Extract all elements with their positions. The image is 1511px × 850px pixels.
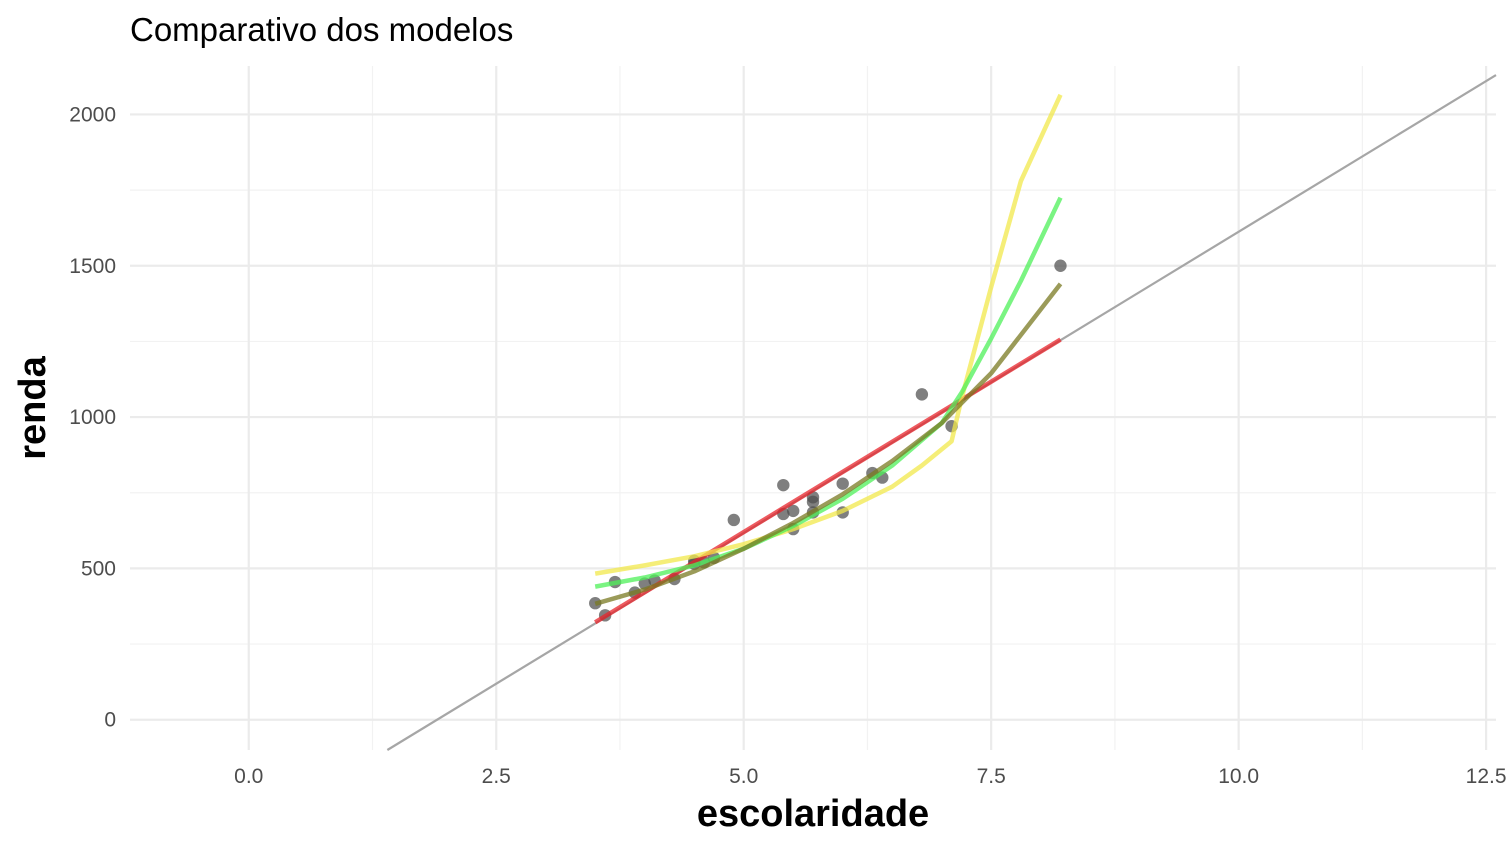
y-tick-label: 0 [104, 709, 116, 732]
points-layer [589, 259, 1067, 622]
model-curve-3 [594, 196, 1063, 589]
series-layer [594, 93, 1063, 625]
data-point [1054, 259, 1067, 272]
y-tick-label: 500 [81, 557, 116, 580]
data-point [777, 478, 790, 492]
y-axis-title: renda [12, 355, 54, 459]
y-tick-label: 2000 [69, 103, 116, 126]
x-tick-labels: 0.0 2.5 5.0 7.5 10.0 12.5 [234, 765, 1506, 788]
x-tick-label: 0.0 [234, 765, 263, 788]
chart-title: Comparativo dos modelos [130, 11, 513, 48]
data-point [787, 504, 800, 518]
y-tick-label: 1500 [69, 255, 116, 278]
x-axis-title: escolaridade [697, 793, 929, 835]
model-curve-4 [594, 282, 1063, 606]
x-tick-label: 7.5 [977, 765, 1006, 788]
x-tick-label: 12.5 [1466, 765, 1507, 788]
model-curve-1 [594, 337, 1062, 625]
y-tick-labels: 0 500 1000 1500 2000 [69, 103, 116, 731]
grid-minor [130, 66, 1496, 750]
y-tick-label: 1000 [69, 406, 116, 429]
x-tick-label: 5.0 [729, 765, 758, 788]
model-curve-2 [594, 93, 1063, 576]
grid-major [130, 66, 1496, 750]
data-point [915, 388, 929, 401]
data-point [836, 477, 849, 490]
x-tick-label: 2.5 [482, 765, 511, 788]
data-point [727, 513, 741, 527]
x-tick-label: 10.0 [1218, 765, 1259, 788]
